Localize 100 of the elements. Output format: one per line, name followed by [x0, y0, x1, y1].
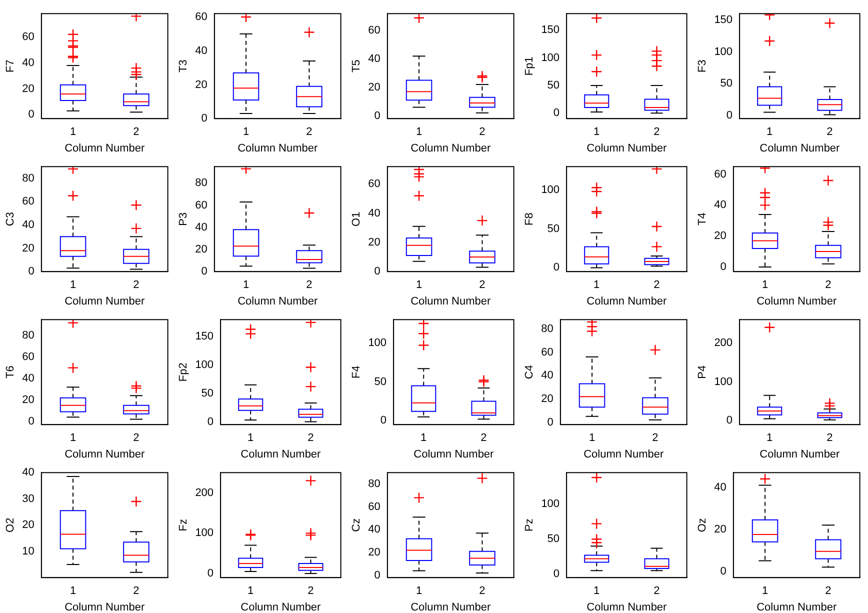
- x-axis-title: Column Number: [410, 295, 491, 308]
- x-axis-title: Column Number: [760, 448, 840, 460]
- y-tick-label: 100: [541, 184, 560, 196]
- x-tick-label: 2: [133, 432, 140, 444]
- y-axis-title: O1: [350, 212, 363, 226]
- y-tick-label: 50: [374, 376, 387, 388]
- y-tick-label: 200: [714, 336, 733, 349]
- x-tick-label: 2: [654, 126, 660, 138]
- x-tick-label: 1: [762, 279, 768, 292]
- y-tick-label: 50: [547, 79, 560, 92]
- x-tick-label: 1: [70, 279, 76, 292]
- y-axis-title: Fp1: [524, 56, 536, 76]
- x-axis-title: Column Number: [756, 601, 837, 613]
- x-tick-label: 2: [825, 585, 832, 598]
- y-tick-label: 30: [22, 492, 34, 505]
- y-tick-label: 100: [541, 52, 560, 64]
- x-tick-label: 1: [416, 585, 422, 598]
- x-tick-label: 2: [480, 432, 487, 444]
- x-tick-label: 2: [479, 585, 486, 598]
- x-axis-title: Column Number: [586, 601, 668, 613]
- y-tick-label: 40: [714, 199, 726, 212]
- y-axis-title: C4: [524, 365, 536, 380]
- y-axis-title: T5: [350, 60, 363, 73]
- y-tick-label: 0: [374, 110, 380, 122]
- y-tick-label: 0: [726, 414, 733, 427]
- x-axis-title: Column Number: [238, 142, 318, 154]
- x-tick-label: 1: [588, 432, 596, 444]
- x-axis-title: Column Number: [64, 295, 145, 308]
- y-axis-title: F3: [696, 60, 709, 73]
- y-tick-label: 0: [28, 266, 34, 278]
- y-tick-label: 40: [22, 372, 34, 385]
- y-tick-label: 0: [720, 565, 726, 578]
- x-axis-title: Column Number: [586, 142, 668, 154]
- y-tick-label: 20: [714, 230, 726, 242]
- x-tick-label: 1: [70, 585, 76, 598]
- x-tick-label: 2: [654, 279, 660, 292]
- x-tick-label: 1: [766, 432, 773, 444]
- x-tick-label: 2: [133, 279, 140, 292]
- y-axis-title: T4: [696, 212, 709, 226]
- y-axis-title: O2: [4, 518, 17, 532]
- y-axis-title: Oz: [696, 518, 709, 532]
- y-tick-label: 20: [195, 244, 208, 256]
- y-axis-title: F7: [4, 60, 17, 73]
- y-tick-label: 0: [201, 112, 208, 125]
- y-tick-label: 50: [547, 533, 560, 546]
- y-tick-label: 20: [368, 236, 380, 248]
- x-tick-label: 2: [479, 126, 486, 138]
- y-tick-label: 200: [195, 486, 214, 499]
- y-tick-label: 150: [541, 24, 560, 36]
- y-tick-label: 60: [368, 24, 380, 37]
- x-axis-title: Column Number: [584, 448, 664, 460]
- y-tick-label: 20: [368, 81, 380, 94]
- y-tick-label: 60: [195, 11, 208, 24]
- x-tick-label: 1: [766, 126, 773, 138]
- x-axis-title: Column Number: [240, 601, 322, 613]
- y-tick-label: 100: [368, 336, 387, 349]
- y-tick-label: 0: [553, 262, 560, 274]
- x-tick-label: 1: [594, 279, 600, 292]
- y-tick-label: 40: [195, 44, 208, 57]
- y-axis-title: F4: [350, 366, 363, 379]
- y-tick-label: 20: [22, 82, 34, 95]
- x-axis-title: Column Number: [64, 601, 145, 613]
- y-tick-label: 80: [195, 177, 208, 190]
- x-tick-label: 1: [242, 126, 250, 138]
- y-tick-label: 0: [28, 415, 34, 428]
- x-axis-title: Column Number: [586, 295, 668, 308]
- x-axis-title: Column Number: [756, 295, 837, 308]
- x-axis-title: Column Number: [64, 448, 145, 460]
- x-tick-label: 2: [306, 126, 312, 138]
- x-tick-label: 2: [652, 432, 658, 444]
- x-tick-label: 2: [826, 126, 833, 138]
- x-tick-label: 1: [70, 126, 76, 138]
- y-tick-label: 0: [720, 261, 726, 273]
- x-tick-label: 2: [133, 585, 140, 598]
- x-tick-label: 1: [762, 585, 768, 598]
- x-tick-label: 2: [308, 432, 314, 444]
- y-axis-title: P4: [696, 365, 709, 379]
- y-tick-label: 20: [22, 242, 34, 254]
- y-axis-title: P3: [178, 212, 190, 226]
- y-tick-label: 80: [541, 322, 554, 335]
- x-axis-title: Column Number: [64, 142, 145, 154]
- x-tick-label: 1: [416, 279, 422, 292]
- x-axis-title: Column Number: [410, 601, 491, 613]
- y-tick-label: 40: [368, 524, 380, 536]
- y-tick-label: 100: [714, 46, 733, 58]
- y-tick-label: 20: [195, 78, 208, 91]
- y-tick-label: 0: [374, 266, 380, 278]
- y-tick-label: 0: [374, 569, 380, 582]
- y-tick-label: 0: [726, 109, 733, 122]
- y-tick-label: 60: [368, 178, 380, 190]
- x-tick-label: 2: [825, 279, 832, 292]
- y-tick-label: 60: [22, 30, 34, 43]
- y-tick-label: 50: [720, 78, 733, 90]
- x-tick-label: 2: [306, 279, 312, 292]
- y-tick-label: 50: [201, 387, 214, 400]
- y-tick-label: 40: [714, 481, 726, 494]
- y-tick-label: 0: [207, 416, 214, 428]
- y-tick-label: 80: [22, 172, 34, 184]
- y-tick-label: 0: [547, 416, 554, 428]
- y-tick-label: 40: [22, 56, 34, 69]
